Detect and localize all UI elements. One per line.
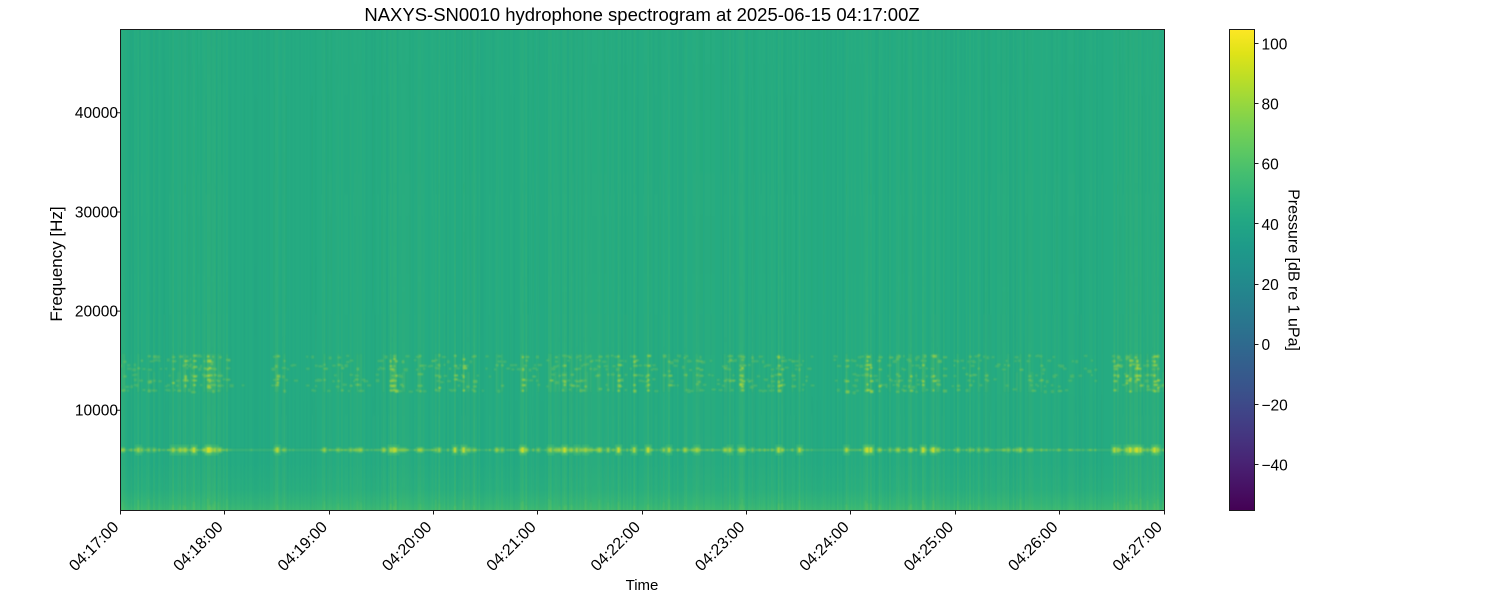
svg-text:10000: 10000 [75, 403, 118, 420]
svg-text:−20: −20 [1262, 397, 1289, 414]
svg-text:80: 80 [1262, 97, 1280, 114]
svg-text:100: 100 [1262, 36, 1288, 53]
svg-text:−40: −40 [1262, 458, 1289, 475]
svg-text:40000: 40000 [75, 105, 118, 122]
svg-text:20000: 20000 [75, 303, 118, 320]
svg-text:40: 40 [1262, 217, 1280, 234]
svg-text:NAXYS-SN0010 hydrophone spectr: NAXYS-SN0010 hydrophone spectrogram at 2… [364, 4, 919, 25]
svg-text:0: 0 [1262, 337, 1271, 354]
svg-text:Pressure [dB re 1 uPa]: Pressure [dB re 1 uPa] [1285, 189, 1302, 351]
svg-text:Frequency [Hz]: Frequency [Hz] [47, 206, 66, 321]
svg-text:Time: Time [626, 577, 659, 594]
svg-text:60: 60 [1262, 157, 1280, 174]
svg-text:20: 20 [1262, 277, 1280, 294]
svg-text:30000: 30000 [75, 204, 118, 221]
